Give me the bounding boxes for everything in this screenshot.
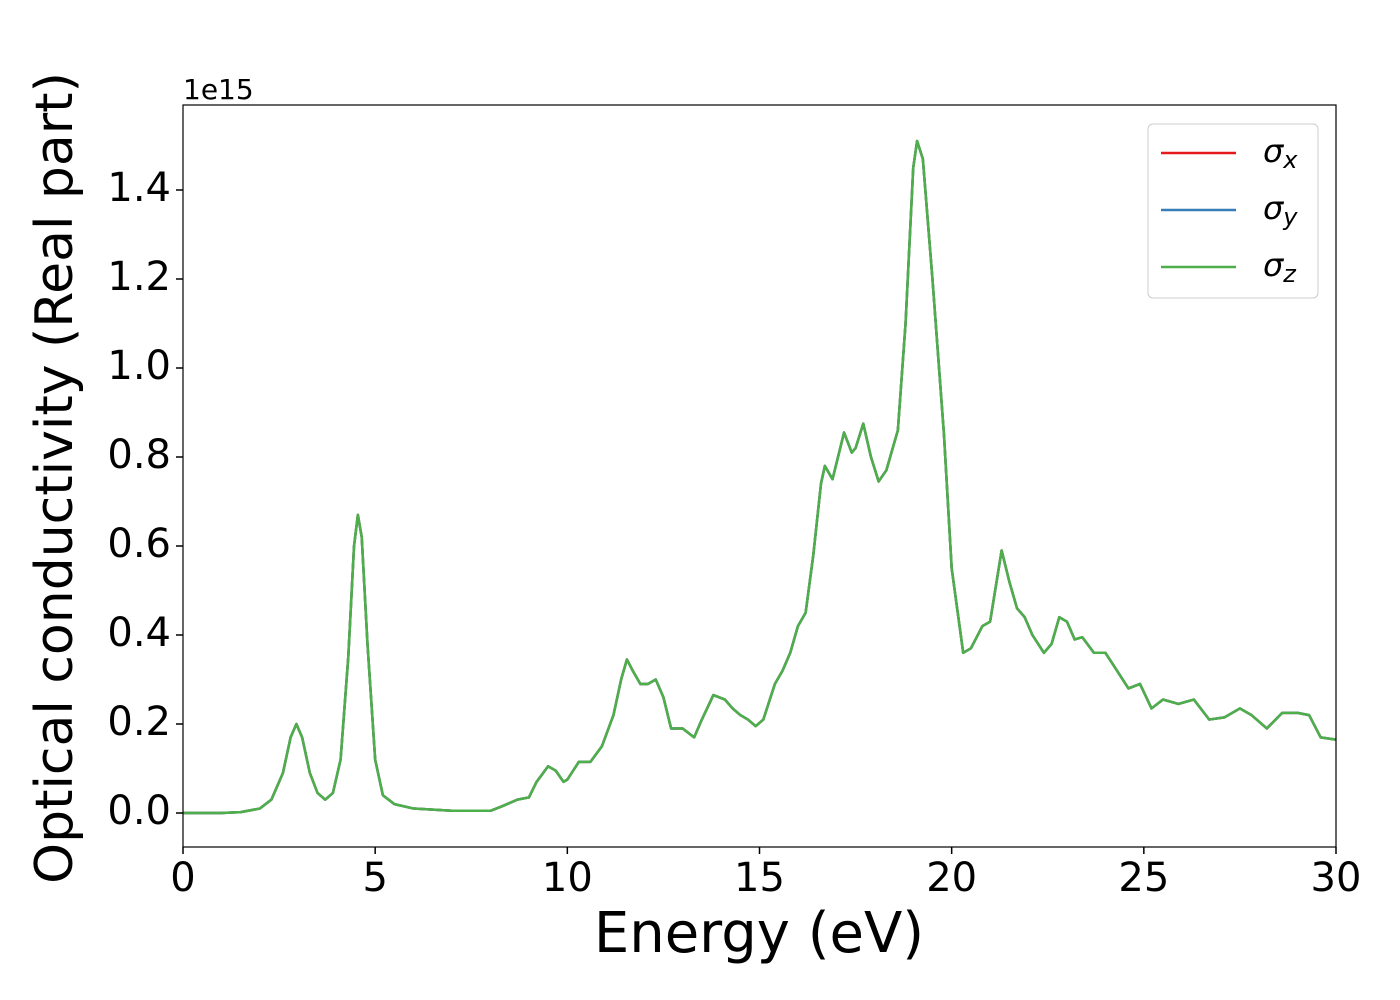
x-tick-label: 10	[542, 855, 593, 901]
plot-frame	[182, 104, 1337, 848]
y-tick-label: 0.4	[107, 610, 171, 656]
y-tick-label: 1.2	[107, 254, 171, 300]
x-tick-label: 0	[170, 855, 195, 901]
x-tick-label: 20	[926, 855, 977, 901]
y-axis-label: Optical conductivity (Real part)	[25, 72, 85, 884]
y-tick-label: 0.8	[107, 432, 171, 478]
y-tick-label: 0.2	[107, 699, 171, 745]
series-line	[183, 139, 1336, 815]
x-tick-label: 15	[734, 855, 785, 901]
legend-label: σx	[1263, 132, 1298, 174]
y-tick-label: 1.0	[107, 343, 171, 389]
y-tick-label: 0.6	[107, 521, 171, 567]
x-tick-label: 25	[1118, 855, 1169, 901]
x-axis-label: Energy (eV)	[594, 901, 924, 966]
y-tick-label: 0.0	[107, 788, 171, 834]
offset-text: 1e15	[183, 73, 254, 106]
legend-label: σz	[1263, 246, 1297, 288]
legend-label: σy	[1263, 189, 1298, 231]
y-tick-label: 1.4	[107, 165, 171, 211]
x-tick-label: 5	[362, 855, 387, 901]
x-tick-label: 30	[1311, 855, 1362, 901]
